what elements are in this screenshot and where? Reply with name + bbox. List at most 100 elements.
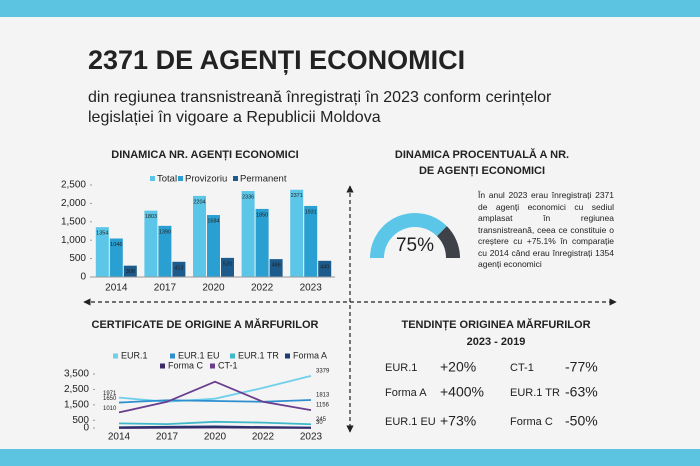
y-tick-label: 3,500	[64, 369, 89, 380]
value-label: 2336	[242, 194, 254, 200]
legend-label: Forma C	[168, 360, 204, 370]
trend-change: +20%	[440, 359, 476, 375]
value-label: 245	[316, 417, 327, 423]
y-tick-label: 1,000	[61, 235, 86, 246]
trend-name: EUR.1 EU	[385, 416, 436, 428]
trend-change: -63%	[565, 384, 598, 400]
value-label: 520	[223, 261, 232, 267]
bar	[95, 227, 109, 277]
trend-change: +73%	[440, 413, 476, 429]
y-tick-label: 2,500	[64, 384, 89, 395]
x-tick-label: 2014	[108, 432, 131, 443]
legend-swatch	[233, 176, 238, 181]
trends-title: 2023 - 2019	[467, 336, 526, 348]
legend-label: EUR.1 EU	[178, 350, 220, 360]
trend-change: -77%	[565, 359, 598, 375]
x-tick-label: 2022	[252, 432, 275, 443]
bar	[241, 191, 255, 277]
line	[118, 380, 312, 414]
line	[118, 399, 312, 404]
bar	[255, 208, 269, 277]
value-label: 1650	[103, 396, 117, 402]
value-label: 486	[272, 263, 281, 269]
value-label: 1390	[159, 229, 171, 235]
chart-title: CERTIFICATE DE ORIGINE A MĂRFURILOR	[92, 318, 319, 331]
y-tick-label: 0	[80, 272, 86, 283]
legend-swatch	[178, 176, 183, 181]
value-label: 1850	[256, 212, 268, 218]
chart-title: DINAMICA PROCENTUALĂ A NR.	[395, 148, 569, 161]
value-label: 1684	[207, 218, 219, 224]
legend-label: EUR.1 TR	[238, 350, 279, 360]
legend-label: CT-1	[218, 360, 238, 370]
gauge-value	[370, 213, 447, 259]
value-label: 1813	[316, 393, 330, 399]
gauge-track	[436, 226, 460, 259]
y-tick-label: 1,500	[64, 399, 89, 410]
legend-label: Permanent	[240, 174, 287, 185]
gauge-label: 75%	[396, 235, 434, 256]
legend-swatch	[285, 353, 290, 359]
bar	[123, 265, 137, 277]
subtitle: din regiunea transnistreană înregistrați…	[88, 89, 552, 106]
value-label: 1931	[305, 209, 317, 215]
value-label: 1971	[103, 391, 117, 397]
title: 2371 DE AGENȚI ECONOMICI	[88, 45, 465, 75]
y-tick-label: 1,500	[61, 216, 86, 227]
bottom-band	[0, 449, 700, 466]
legend-label: Provizoriu	[185, 174, 227, 185]
value-label: 1354	[96, 231, 108, 237]
y-tick-label: 2,000	[61, 198, 86, 209]
bar	[144, 210, 158, 277]
legend-swatch	[150, 176, 155, 181]
trends-title: TENDINȚE ORIGINEA MĂRFURILOR	[401, 318, 590, 331]
y-tick-label: 500	[69, 253, 86, 264]
value-label: 30	[316, 420, 323, 426]
bar	[193, 195, 206, 277]
line	[118, 420, 312, 426]
subtitle: legislației în vigoare a Republicii Mold…	[88, 109, 381, 126]
bar	[290, 189, 304, 277]
y-tick-label: 500	[72, 415, 89, 426]
bar	[207, 215, 220, 277]
legend-swatch	[230, 353, 235, 359]
value-label: 3379	[316, 368, 330, 374]
trend-name: CT-1	[510, 362, 534, 374]
trend-name: Forma C	[510, 416, 553, 428]
bar	[172, 261, 186, 277]
gauge-text-box: În anul 2023 erau înregistrați 2371 de a…	[478, 190, 614, 269]
value-label: 1156	[316, 403, 330, 409]
bar	[158, 225, 172, 277]
x-tick-label: 2017	[156, 432, 179, 443]
bar	[109, 238, 123, 277]
x-tick-label: 2022	[251, 283, 274, 294]
x-tick-label: 2023	[300, 283, 323, 294]
value-label: 1010	[103, 406, 117, 412]
x-tick-label: 2014	[105, 283, 128, 294]
y-tick-label: 0	[83, 423, 89, 434]
x-tick-label: 2023	[300, 432, 323, 443]
legend-swatch	[210, 363, 215, 369]
trend-change: +400%	[440, 384, 484, 400]
x-tick-label: 2017	[154, 283, 177, 294]
chart-title: DINAMICA NR. AGENȚI ECONOMICI	[111, 149, 298, 161]
gauge-text: În anul 2023 erau înregistrați 2371 de a…	[478, 190, 614, 269]
bar	[269, 259, 283, 277]
top-band	[0, 0, 700, 17]
value-label: 1803	[145, 214, 157, 220]
x-tick-label: 2020	[204, 432, 227, 443]
bar	[304, 205, 318, 277]
legend-label: Total	[157, 174, 177, 185]
legend-label: Forma A	[293, 350, 327, 360]
trend-name: EUR.1	[385, 362, 417, 374]
trend-name: EUR.1 TR	[510, 387, 560, 399]
value-label: 308	[126, 269, 135, 275]
legend-swatch	[160, 363, 165, 369]
value-label: 413	[174, 265, 183, 271]
value-label: 1046	[110, 242, 122, 248]
value-label: 2371	[291, 193, 303, 199]
trend-change: -50%	[565, 413, 598, 429]
x-tick-label: 2020	[202, 283, 225, 294]
bar	[318, 260, 332, 277]
